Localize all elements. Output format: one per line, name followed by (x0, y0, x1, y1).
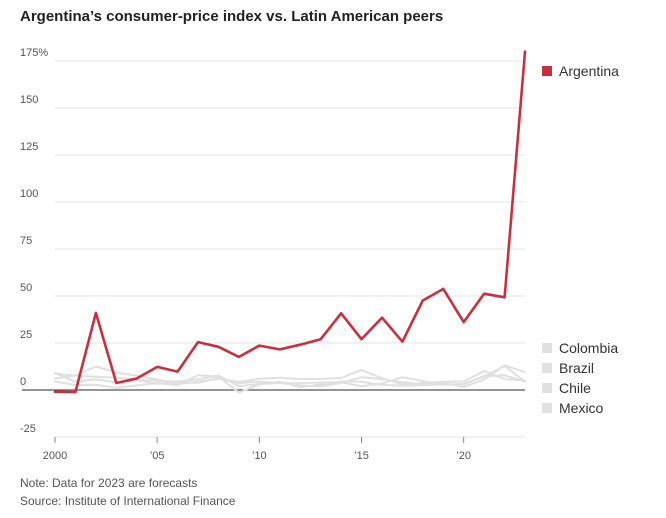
x-tick-label: 2000 (43, 450, 67, 462)
legend-swatch-colombia (542, 343, 552, 353)
series-line-mexico (54, 372, 526, 388)
x-tick-label: ’20 (456, 450, 471, 462)
legend-swatch-argentina (542, 66, 552, 76)
series-lines (53, 50, 527, 394)
legend-label-argentina: Argentina (559, 63, 619, 79)
y-tick-label: 75 (20, 235, 32, 247)
x-tick-label: ’10 (252, 450, 267, 462)
x-tick-label: ’15 (354, 450, 369, 462)
x-tick-label: ’05 (150, 450, 165, 462)
y-tick-label: 25 (20, 329, 32, 341)
chart-title: Argentina’s consumer-price index vs. Lat… (20, 8, 444, 25)
y-tick-label: 150 (20, 94, 38, 106)
x-axis-ticks: 2000 ’05 ’10 ’15 ’20 (43, 437, 471, 462)
legend-swatch-brazil (542, 363, 552, 373)
y-tick-label: 175% (20, 47, 48, 59)
chart-note: Note: Data for 2023 are forecasts (20, 476, 198, 490)
series-line-brazil (54, 365, 526, 386)
y-tick-label: 100 (20, 188, 38, 200)
legend: Argentina Colombia Brazil Chile Mexico (542, 63, 619, 416)
y-axis-ticks: -25 0 25 50 75 100 125 150 175% (20, 47, 48, 435)
legend-label-mexico: Mexico (559, 400, 604, 416)
gridlines (22, 60, 525, 438)
y-tick-label: 50 (20, 282, 32, 294)
legend-swatch-chile (542, 383, 552, 393)
legend-label-colombia: Colombia (559, 340, 618, 356)
series-line-argentina (53, 50, 527, 394)
y-tick-label: 0 (20, 376, 26, 388)
y-tick-label: 125 (20, 141, 38, 153)
y-tick-label: -25 (20, 423, 36, 435)
legend-swatch-mexico (542, 403, 552, 413)
legend-label-brazil: Brazil (559, 360, 594, 376)
legend-label-chile: Chile (559, 380, 591, 396)
chart-source: Source: Institute of International Finan… (20, 494, 236, 508)
